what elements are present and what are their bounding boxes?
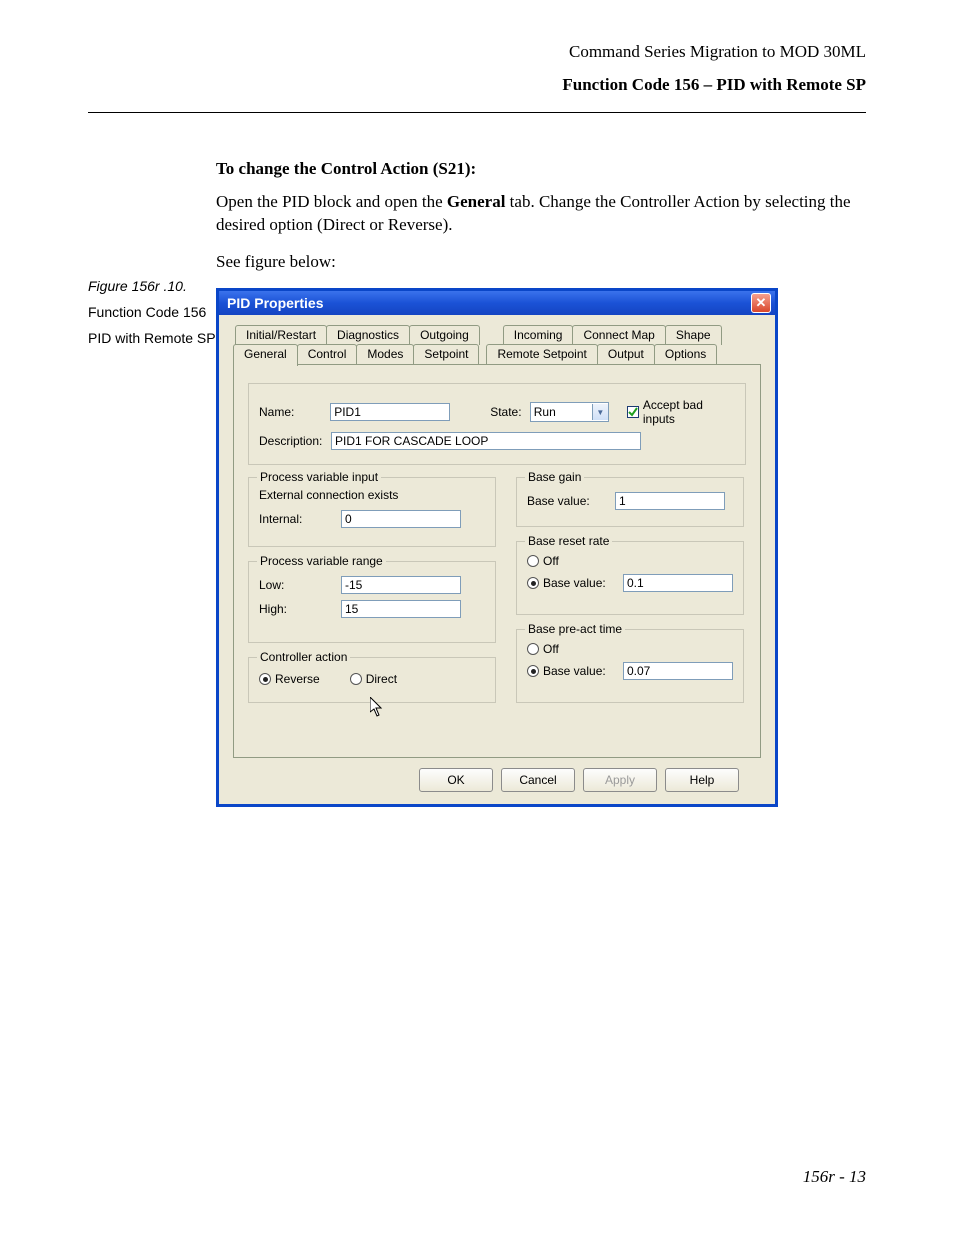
- tab-row-front: General Control Modes Setpoint Remote Se…: [233, 344, 761, 364]
- group-controller-action: Controller action Reverse Direct: [248, 657, 496, 703]
- tab-shape[interactable]: Shape: [665, 325, 722, 345]
- group-base-reset-rate: Base reset rate Off Base value: [516, 541, 744, 615]
- radio-reset-base-value[interactable]: Base value:: [527, 576, 623, 590]
- state-value: Run: [531, 405, 592, 419]
- high-label: High:: [259, 602, 341, 616]
- tab-control[interactable]: Control: [297, 344, 358, 364]
- reset-base-value-input[interactable]: [623, 574, 733, 592]
- low-label: Low:: [259, 578, 341, 592]
- radio-icon: [527, 665, 539, 677]
- internal-input[interactable]: [341, 510, 461, 528]
- radio-reset-off[interactable]: Off: [527, 554, 559, 568]
- high-input[interactable]: [341, 600, 461, 618]
- internal-label: Internal:: [259, 512, 341, 526]
- tab-panel-general: Name: State: Run ▼: [233, 364, 761, 758]
- tab-diagnostics[interactable]: Diagnostics: [326, 325, 410, 345]
- header-rule: [88, 112, 866, 113]
- group-base-gain: Base gain Base value:: [516, 477, 744, 527]
- checkbox-icon: [627, 406, 639, 418]
- tab-general[interactable]: General: [233, 344, 298, 366]
- tab-remote-setpoint[interactable]: Remote Setpoint: [486, 344, 597, 364]
- group-process-variable-input: Process variable input External connecti…: [248, 477, 496, 547]
- cancel-button[interactable]: Cancel: [501, 768, 575, 792]
- tab-output[interactable]: Output: [597, 344, 655, 364]
- base-gain-value-input[interactable]: [615, 492, 725, 510]
- page-header: Command Series Migration to MOD 30ML Fun…: [88, 38, 866, 98]
- name-label: Name:: [259, 405, 330, 419]
- pid-properties-window: PID Properties ✕ Initial/Restart Diagnos…: [216, 288, 778, 807]
- preact-base-value-input[interactable]: [623, 662, 733, 680]
- figure-caption-2: PID with Remote SP: [88, 329, 216, 349]
- radio-icon: [527, 555, 539, 567]
- radio-icon: [259, 673, 271, 685]
- help-button[interactable]: Help: [665, 768, 739, 792]
- dialog-button-row: OK Cancel Apply Help: [219, 758, 775, 804]
- close-button[interactable]: ✕: [751, 293, 771, 313]
- window-title: PID Properties: [227, 295, 751, 311]
- tab-modes[interactable]: Modes: [356, 344, 414, 364]
- group-process-variable-range: Process variable range Low: High:: [248, 561, 496, 643]
- apply-button[interactable]: Apply: [583, 768, 657, 792]
- tab-row-back: Initial/Restart Diagnostics Outgoing Inc…: [235, 325, 761, 345]
- header-line-2: Function Code 156 – PID with Remote SP: [88, 71, 866, 98]
- figure-caption-1: Function Code 156: [88, 303, 216, 323]
- close-icon: ✕: [756, 295, 767, 311]
- tab-incoming[interactable]: Incoming: [503, 325, 574, 345]
- name-input[interactable]: [330, 403, 450, 421]
- group-base-pre-act-time: Base pre-act time Off Base val: [516, 629, 744, 703]
- low-input[interactable]: [341, 576, 461, 594]
- description-input[interactable]: [331, 432, 641, 450]
- radio-preact-base-value[interactable]: Base value:: [527, 664, 623, 678]
- header-line-1: Command Series Migration to MOD 30ML: [88, 38, 866, 65]
- tab-setpoint[interactable]: Setpoint: [413, 344, 479, 364]
- ok-button[interactable]: OK: [419, 768, 493, 792]
- section-title: To change the Control Action (S21):: [216, 159, 866, 179]
- tab-options[interactable]: Options: [654, 344, 717, 364]
- accept-bad-inputs-checkbox[interactable]: Accept bad inputs: [627, 398, 737, 426]
- radio-icon: [350, 673, 362, 685]
- base-gain-value-label: Base value:: [527, 494, 615, 508]
- state-select[interactable]: Run ▼: [530, 402, 609, 422]
- figure-number: Figure 156r .10.: [88, 277, 216, 297]
- description-label: Description:: [259, 434, 331, 448]
- page-footer: 156r - 13: [803, 1167, 866, 1187]
- radio-preact-off[interactable]: Off: [527, 642, 559, 656]
- radio-reverse[interactable]: Reverse: [259, 672, 320, 686]
- state-label: State:: [490, 405, 530, 419]
- tab-initial-restart[interactable]: Initial/Restart: [235, 325, 327, 345]
- tab-outgoing[interactable]: Outgoing: [409, 325, 480, 345]
- figure-caption-column: Figure 156r .10. Function Code 156 PID w…: [88, 159, 216, 807]
- chevron-down-icon: ▼: [592, 404, 608, 420]
- titlebar[interactable]: PID Properties ✕: [219, 291, 775, 315]
- radio-direct[interactable]: Direct: [350, 672, 397, 686]
- radio-icon: [527, 577, 539, 589]
- tab-connect-map[interactable]: Connect Map: [572, 325, 665, 345]
- radio-icon: [527, 643, 539, 655]
- body-paragraph-2: See figure below:: [216, 251, 866, 274]
- body-paragraph-1: Open the PID block and open the General …: [216, 191, 866, 237]
- external-connection-text: External connection exists: [259, 488, 487, 502]
